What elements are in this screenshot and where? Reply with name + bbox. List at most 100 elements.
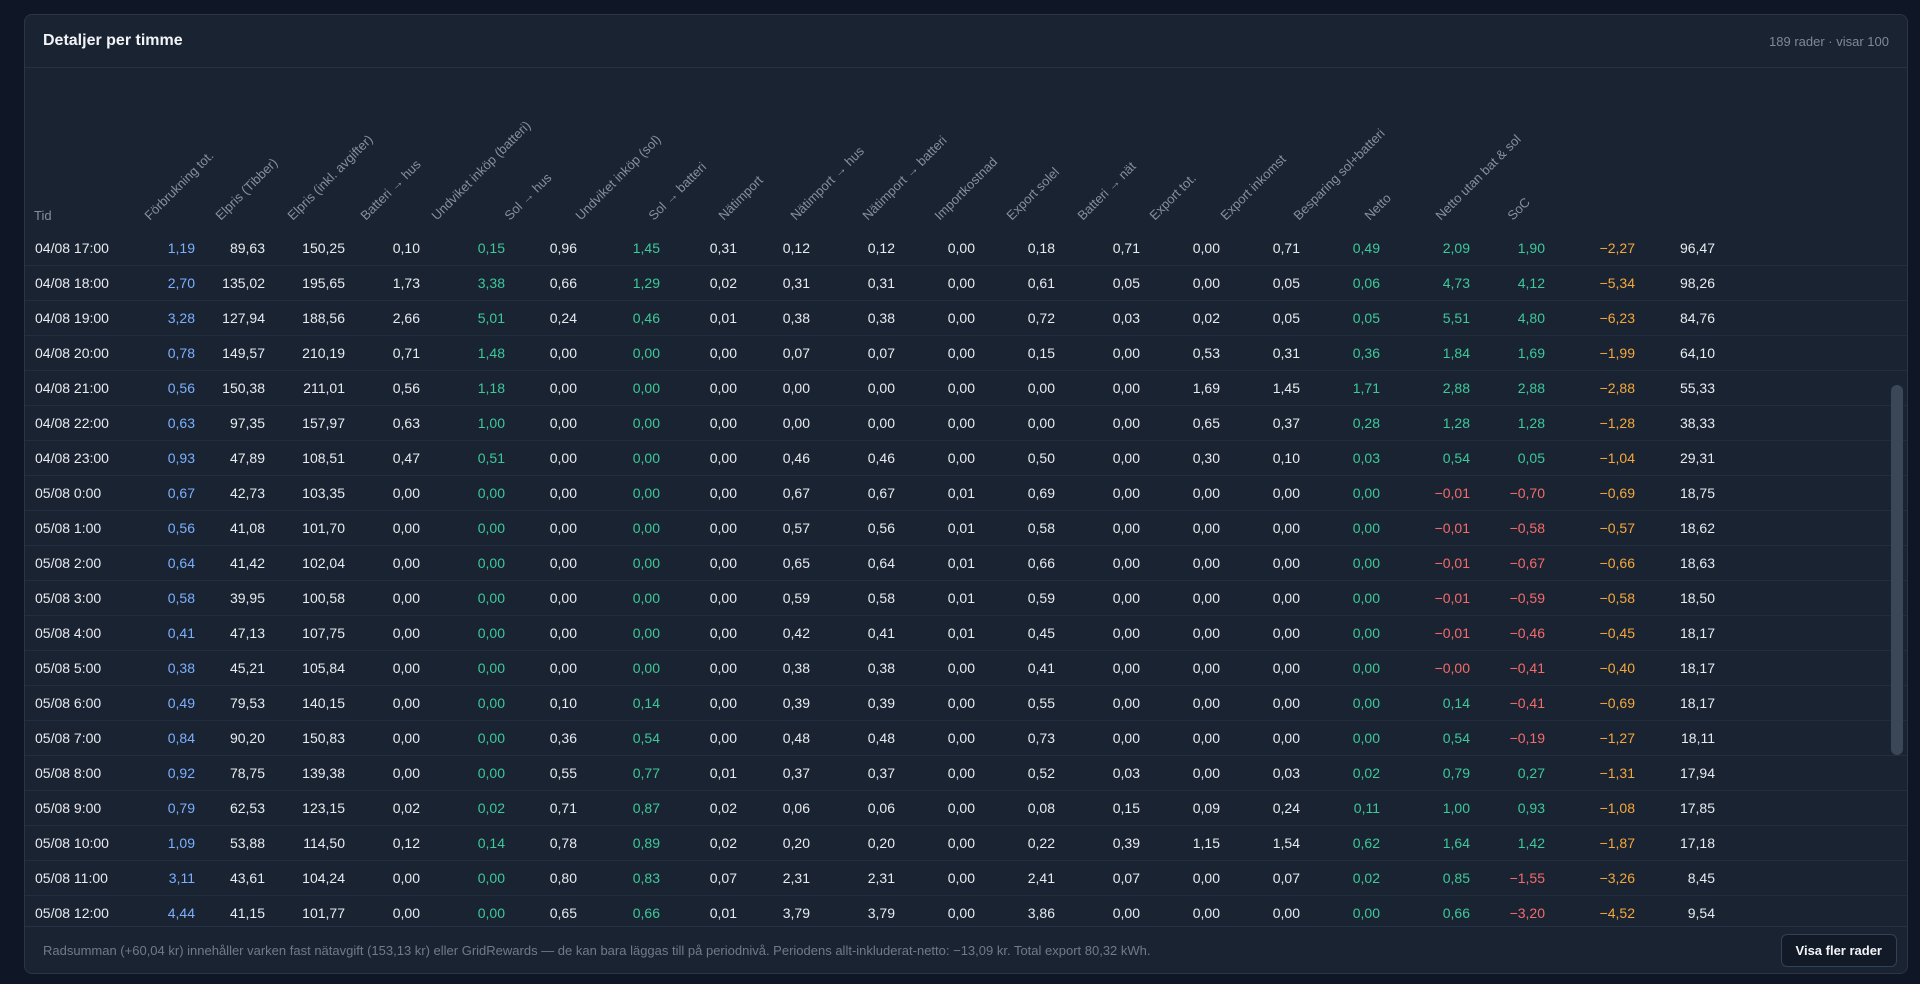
panel-footer: Radsumman (+60,04 kr) innehåller varken …	[25, 926, 1907, 973]
table-cell: 0,38	[167, 660, 195, 676]
table-cell: 0,65	[782, 555, 810, 571]
table-cell: 0,54	[1442, 730, 1470, 746]
column-header: Nätimport	[715, 172, 766, 223]
table-cell: −0,58	[1509, 520, 1545, 536]
table-cell: 0,00	[1352, 485, 1380, 501]
table-cell: 0,00	[1192, 485, 1220, 501]
table-cell: 0,46	[632, 310, 660, 326]
table-cell: 101,70	[302, 520, 345, 536]
column-header: Batteri → hus	[357, 156, 424, 223]
table-cell: 0,69	[1027, 485, 1055, 501]
table-cell: 0,00	[632, 485, 660, 501]
table-cell: 0,67	[782, 485, 810, 501]
vertical-scrollbar[interactable]	[1891, 385, 1903, 755]
table-cell: 0,03	[1112, 765, 1140, 781]
table-cell: 0,00	[549, 520, 577, 536]
table-cell: 0,00	[1027, 415, 1055, 431]
table-cell: 0,92	[167, 765, 195, 781]
table-header: Tid Förbrukning tot. Elpris (Tibber) Elpris…	[25, 68, 1907, 231]
table-cell: 0,00	[709, 590, 737, 606]
table-cell: 0,67	[867, 485, 895, 501]
hourly-table[interactable]: Tid Förbrukning tot. Elpris (Tibber) Elpris…	[25, 68, 1907, 928]
table-cell: 0,62	[1352, 835, 1380, 851]
table-cell: 0,00	[549, 380, 577, 396]
footer-note: Radsumman (+60,04 kr) innehåller varken …	[43, 942, 1151, 958]
table-cell: 0,00	[1352, 660, 1380, 676]
table-cell: 0,05	[1517, 450, 1545, 466]
table-cell: 0,03	[1112, 310, 1140, 326]
table-cell: 05/08 1:00	[35, 520, 102, 536]
table-cell: 0,00	[1272, 730, 1300, 746]
table-cell: 1,45	[1272, 380, 1300, 396]
table-cell: −0,01	[1434, 520, 1470, 536]
table-cell: 0,00	[477, 520, 505, 536]
table-cell: 62,53	[229, 800, 265, 816]
table-cell: 0,00	[709, 485, 737, 501]
table-cell: −1,08	[1599, 800, 1635, 816]
table-cell: 0,27	[1517, 765, 1545, 781]
table-cell: 0,07	[1112, 870, 1140, 886]
table-cell: −0,01	[1434, 555, 1470, 571]
table-row: 04/08 17:00 1,19 89,63 150,25 0,10 0,15 0,96 1,…	[25, 231, 1907, 266]
table-cell: 41,08	[229, 520, 265, 536]
column-header: Export inkomst	[1217, 151, 1289, 223]
show-more-rows-button[interactable]: Visa fler rader	[1780, 933, 1897, 967]
table-cell: 0,22	[1027, 835, 1055, 851]
table-cell: 2,88	[1442, 380, 1470, 396]
table-cell: 0,00	[632, 590, 660, 606]
table-cell: 107,75	[302, 625, 345, 641]
table-cell: 0,00	[947, 730, 975, 746]
table-cell: 0,14	[477, 835, 505, 851]
table-cell: 0,08	[1027, 800, 1055, 816]
table-cell: 0,00	[549, 555, 577, 571]
table-cell: 0,00	[477, 485, 505, 501]
table-cell: 100,58	[302, 590, 345, 606]
table-cell: 0,56	[392, 380, 420, 396]
table-cell: 04/08 20:00	[35, 345, 109, 361]
table-cell: 0,49	[167, 695, 195, 711]
table-cell: 0,57	[782, 520, 810, 536]
table-cell: 43,61	[229, 870, 265, 886]
table-cell: 0,00	[867, 380, 895, 396]
column-header: Importkostnad	[931, 154, 1001, 223]
table-cell: 4,12	[1517, 275, 1545, 291]
table-row: 05/08 7:00 0,84 90,20 150,83 0,00 0,00 0,36 0,5…	[25, 721, 1907, 756]
table-cell: −1,28	[1599, 415, 1635, 431]
table-cell: 0,31	[709, 240, 737, 256]
table-cell: 0,05	[1112, 275, 1140, 291]
table-cell: 0,00	[477, 695, 505, 711]
table-cell: 0,45	[1027, 625, 1055, 641]
table-cell: 0,89	[632, 835, 660, 851]
table-cell: 0,00	[477, 730, 505, 746]
table-cell: 0,00	[947, 345, 975, 361]
table-cell: 0,07	[867, 345, 895, 361]
table-cell: 47,13	[229, 625, 265, 641]
table-cell: 140,15	[302, 695, 345, 711]
table-cell: 0,66	[632, 905, 660, 921]
column-header: Batteri → nät	[1074, 158, 1139, 223]
table-cell: 18,63	[1679, 555, 1715, 571]
table-cell: 04/08 19:00	[35, 310, 109, 326]
table-cell: 0,00	[549, 625, 577, 641]
table-cell: 0,10	[1272, 450, 1300, 466]
table-cell: 0,02	[1352, 765, 1380, 781]
table-cell: 97,35	[229, 415, 265, 431]
table-cell: 0,28	[1352, 415, 1380, 431]
table-cell: 0,59	[1027, 590, 1055, 606]
table-cell: 0,73	[1027, 730, 1055, 746]
table-cell: 0,00	[1352, 520, 1380, 536]
table-cell: 0,31	[1272, 345, 1300, 361]
table-cell: −2,88	[1599, 380, 1635, 396]
table-cell: 0,71	[549, 800, 577, 816]
table-row: 05/08 12:00 4,44 41,15 101,77 0,00 0,00 0,65 0,…	[25, 896, 1907, 928]
table-cell: 0,01	[947, 555, 975, 571]
table-cell: 3,11	[168, 870, 195, 886]
table-cell: 0,00	[632, 380, 660, 396]
table-cell: 195,65	[302, 275, 345, 291]
table-cell: 0,00	[549, 450, 577, 466]
table-cell: 0,00	[549, 660, 577, 676]
table-cell: 0,00	[632, 450, 660, 466]
table-cell: 0,00	[1112, 905, 1140, 921]
table-cell: −0,01	[1434, 485, 1470, 501]
table-cell: 2,88	[1517, 380, 1545, 396]
